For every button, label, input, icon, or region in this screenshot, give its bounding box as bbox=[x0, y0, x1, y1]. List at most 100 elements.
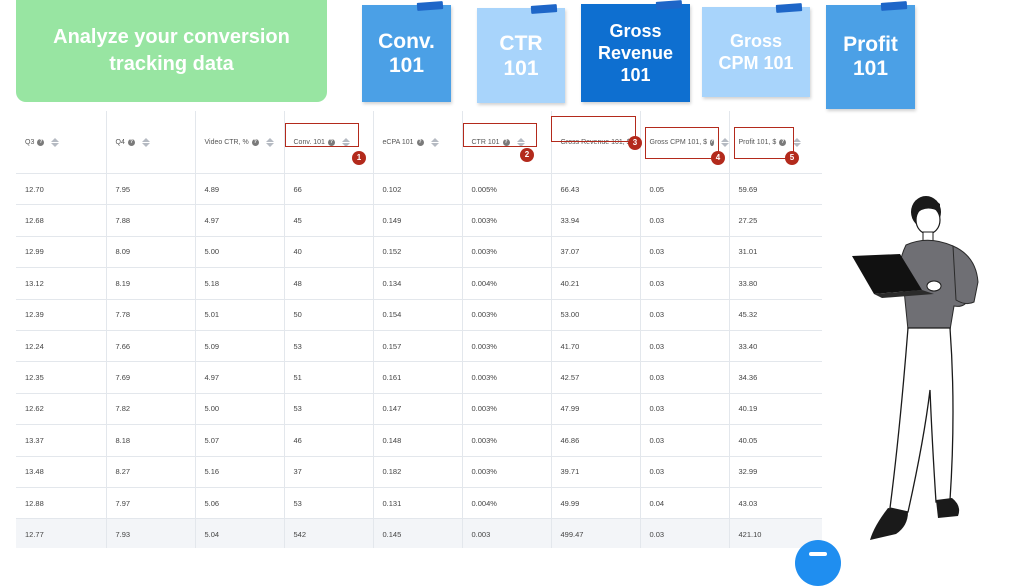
sort-icon[interactable] bbox=[720, 137, 728, 147]
table-cell: 27.25 bbox=[729, 204, 822, 237]
table-cell: 13.37 bbox=[16, 424, 107, 457]
note-ctr-101: CTR 101 bbox=[477, 4, 565, 103]
table-cell: 12.24 bbox=[16, 330, 107, 363]
column-header-label: Gross CPM 101, $ bbox=[649, 138, 708, 146]
table-header-row: Q3? Q4? Video CTR, %? Conv. 101? eCPA 101? CT… bbox=[16, 111, 822, 174]
sort-icon[interactable] bbox=[516, 137, 525, 147]
table-cell: 40.05 bbox=[729, 424, 822, 457]
table-cell: 0.03 bbox=[640, 456, 730, 488]
column-header-label: CTR 101 bbox=[471, 138, 500, 146]
table-cell: 33.80 bbox=[729, 267, 822, 300]
sort-icon[interactable] bbox=[793, 137, 802, 147]
column-header-label: Profit 101, $ bbox=[738, 138, 777, 146]
table-cell: 53.00 bbox=[551, 299, 641, 331]
table-cell: 33.94 bbox=[551, 204, 641, 237]
table-cell: 4.97 bbox=[195, 361, 285, 394]
sort-icon[interactable] bbox=[430, 137, 439, 147]
table-cell: 53 bbox=[284, 330, 374, 363]
table-total-cell: 0.03 bbox=[640, 518, 730, 548]
table-row: 13.48 8.27 5.16 37 0.182 0.003% 39.71 0.03 32.99 bbox=[16, 456, 822, 488]
table-row: 12.24 7.66 5.09 53 0.157 0.003% 41.70 0.03 33.40 bbox=[16, 330, 822, 363]
help-icon[interactable]: ? bbox=[779, 138, 787, 146]
column-header[interactable]: Profit 101, $? bbox=[729, 111, 822, 174]
help-icon[interactable]: ? bbox=[710, 138, 714, 146]
table-cell: 13.48 bbox=[16, 456, 107, 488]
column-header[interactable]: eCPA 101? bbox=[373, 111, 463, 174]
table-cell: 32.99 bbox=[729, 456, 822, 488]
step-badge-3: 3 bbox=[628, 136, 642, 150]
table-cell: 40.19 bbox=[729, 393, 822, 426]
column-header-content: eCPA 101? bbox=[382, 137, 462, 147]
hero-text: Analyze your conversion tracking data bbox=[53, 26, 290, 75]
table-cell: 47.99 bbox=[551, 393, 641, 426]
table-cell: 12.68 bbox=[16, 204, 107, 237]
table-cell: 0.154 bbox=[373, 299, 463, 331]
column-header[interactable]: Video CTR, %? bbox=[195, 111, 285, 174]
table-cell: 0.03 bbox=[640, 236, 730, 269]
table-cell: 8.27 bbox=[106, 456, 196, 488]
sort-icon[interactable] bbox=[141, 137, 150, 147]
column-header[interactable]: Q3? bbox=[16, 111, 107, 174]
sort-icon[interactable] bbox=[51, 137, 60, 147]
table-cell: 66.43 bbox=[551, 173, 641, 206]
table-cell: 66 bbox=[284, 173, 374, 206]
column-header-label: Conv. 101 bbox=[293, 138, 325, 146]
table-cell: 12.39 bbox=[16, 299, 107, 331]
column-header-label: Gross Revenue 101, $ bbox=[560, 138, 631, 146]
hero-banner: Analyze your conversion tracking data bbox=[16, 0, 327, 102]
table-cell: 12.62 bbox=[16, 393, 107, 426]
column-header-label: Q4 bbox=[115, 138, 125, 146]
table-cell: 5.09 bbox=[195, 330, 285, 363]
tape-icon bbox=[880, 1, 908, 11]
table-cell: 43.03 bbox=[729, 487, 822, 520]
table-cell: 5.06 bbox=[195, 487, 285, 520]
table-cell: 4.97 bbox=[195, 204, 285, 237]
column-header[interactable]: Q4? bbox=[106, 111, 196, 174]
table-row: 12.62 7.82 5.00 53 0.147 0.003% 47.99 0.03 40.19 bbox=[16, 393, 822, 426]
table-cell: 12.88 bbox=[16, 487, 107, 520]
table-cell: 0.157 bbox=[373, 330, 463, 363]
table-cell: 59.69 bbox=[729, 173, 822, 206]
column-header[interactable]: CTR 101? bbox=[462, 111, 552, 174]
column-header-content: CTR 101? bbox=[471, 137, 551, 147]
sort-icon[interactable] bbox=[341, 137, 350, 147]
help-icon[interactable]: ? bbox=[251, 138, 259, 146]
table-cell: 0.004% bbox=[462, 487, 552, 520]
column-header-content: Gross CPM 101, $? bbox=[649, 137, 728, 147]
help-icon[interactable]: ? bbox=[502, 138, 510, 146]
table-cell: 46.86 bbox=[551, 424, 641, 457]
table-cell: 0.102 bbox=[373, 173, 463, 206]
table-cell: 0.152 bbox=[373, 236, 463, 269]
help-icon[interactable]: ? bbox=[127, 138, 135, 146]
stats-table: Q3? Q4? Video CTR, %? Conv. 101? eCPA 101? CT… bbox=[16, 111, 822, 548]
table-cell: 0.003% bbox=[462, 424, 552, 457]
table-cell: 7.66 bbox=[106, 330, 196, 363]
note-label: Conv. 101 bbox=[378, 29, 435, 77]
table-cell: 37.07 bbox=[551, 236, 641, 269]
table-cell: 51 bbox=[284, 361, 374, 394]
table-total-cell: 0.145 bbox=[373, 518, 463, 548]
table-cell: 0.004% bbox=[462, 267, 552, 300]
column-header-content: Q3? bbox=[25, 137, 105, 147]
table-cell: 0.003% bbox=[462, 361, 552, 394]
table-total-cell: 7.93 bbox=[106, 518, 196, 548]
table-cell: 0.05 bbox=[640, 173, 730, 206]
table-cell: 7.88 bbox=[106, 204, 196, 237]
help-icon[interactable]: ? bbox=[37, 138, 45, 146]
column-header[interactable]: Gross Revenue 101, $? bbox=[551, 111, 641, 174]
help-icon[interactable]: ? bbox=[327, 138, 335, 146]
help-icon[interactable]: ? bbox=[416, 138, 424, 146]
chat-launcher-button[interactable] bbox=[795, 540, 841, 586]
column-header-label: eCPA 101 bbox=[382, 138, 414, 146]
table-cell: 48 bbox=[284, 267, 374, 300]
table-cell: 5.16 bbox=[195, 456, 285, 488]
person-with-laptop-illustration bbox=[852, 196, 979, 540]
table-cell: 7.82 bbox=[106, 393, 196, 426]
table-cell: 0.03 bbox=[640, 267, 730, 300]
note-profit-101: Profit 101 bbox=[826, 1, 915, 109]
sort-icon[interactable] bbox=[265, 137, 274, 147]
table-cell: 0.03 bbox=[640, 299, 730, 331]
note-gross-revenue-101: Gross Revenue 101 bbox=[581, 0, 690, 102]
table-cell: 12.99 bbox=[16, 236, 107, 269]
table-cell: 7.78 bbox=[106, 299, 196, 331]
